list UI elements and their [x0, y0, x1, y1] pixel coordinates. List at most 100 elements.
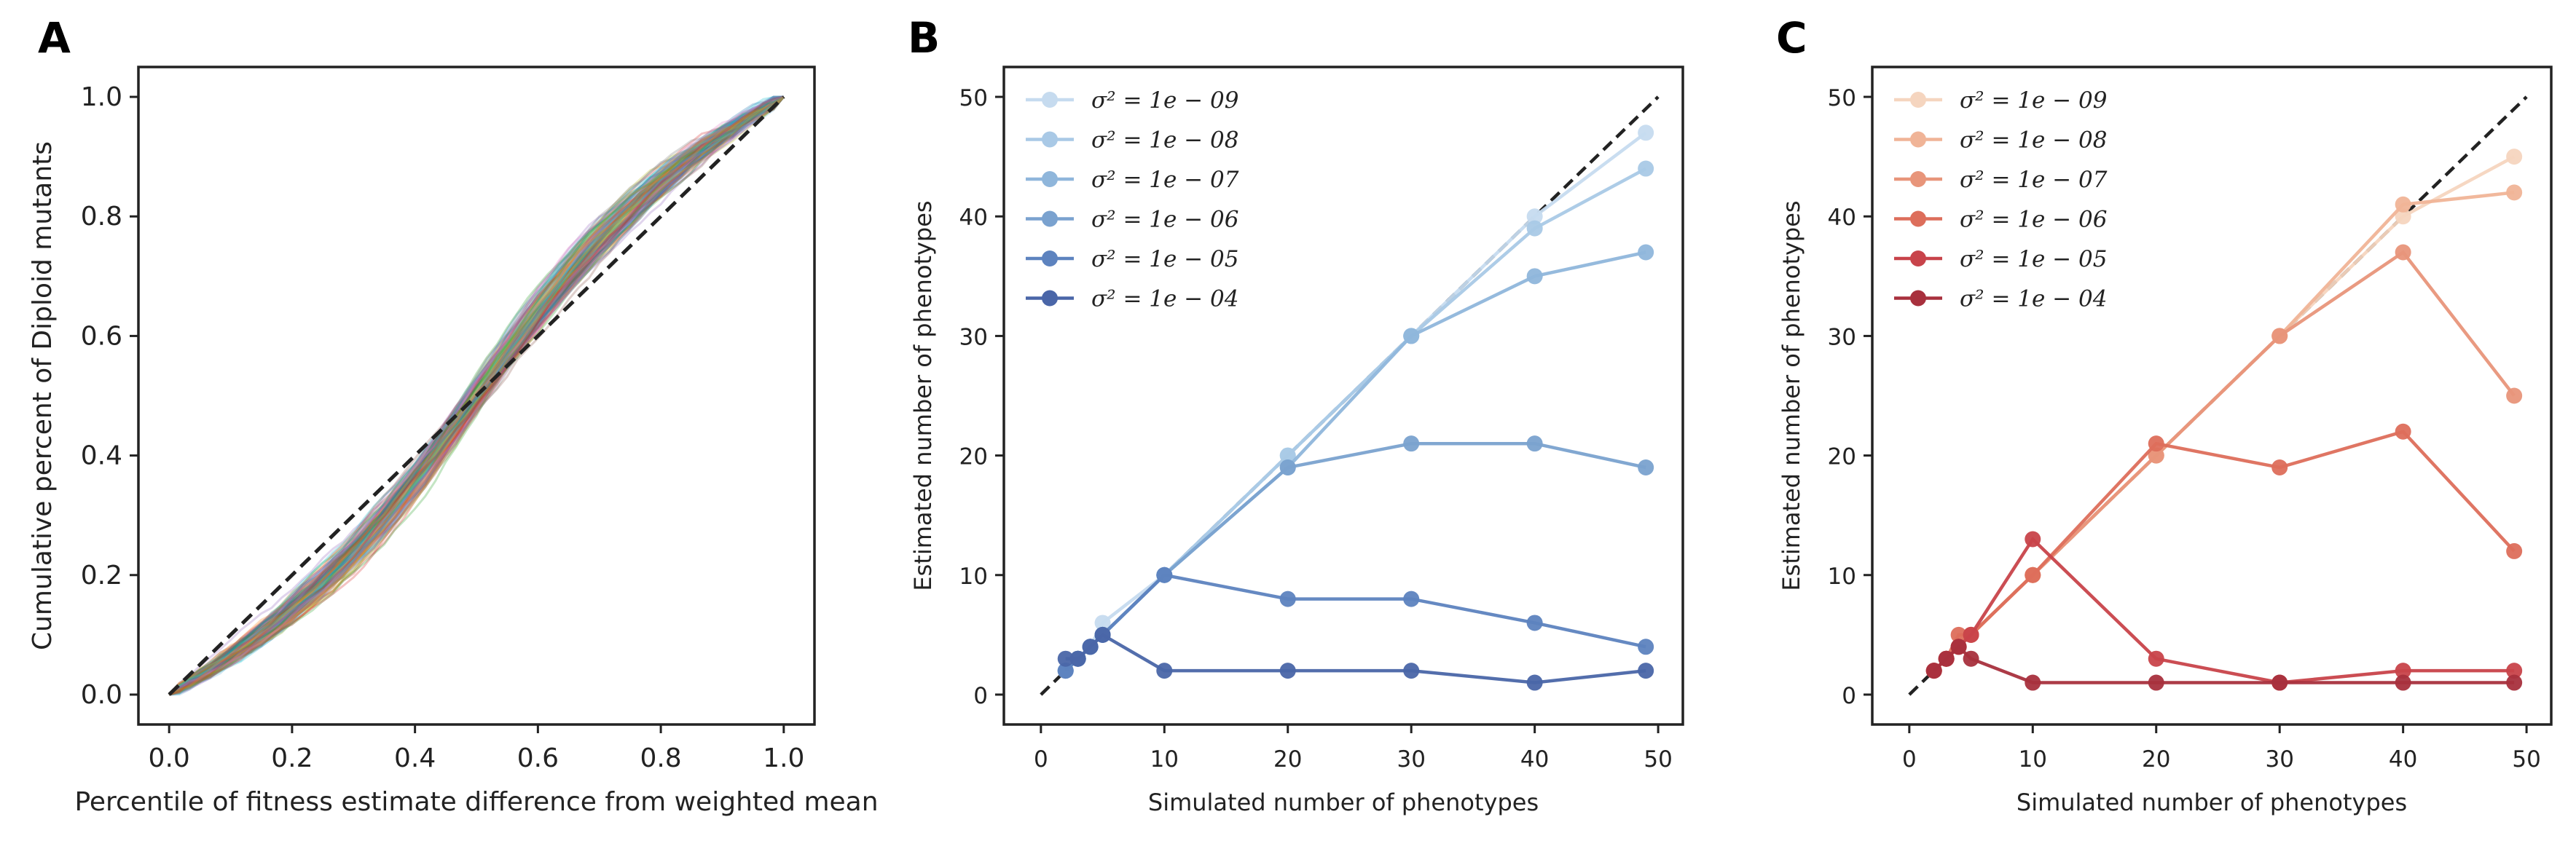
cumulative-curve: [168, 96, 785, 696]
data-point: [2025, 566, 2041, 583]
data-point: [1526, 208, 1543, 225]
data-point: [1638, 125, 1654, 141]
cumulative-curve: [168, 95, 785, 696]
cumulative-curve: [168, 95, 785, 696]
cumulative-curve: [168, 95, 785, 696]
data-point: [1638, 160, 1654, 177]
cumulative-curve: [168, 95, 785, 696]
legend-label: σ² = 1e − 06: [1960, 207, 2107, 233]
legend-label: σ² = 1e − 04: [1091, 286, 1238, 312]
data-point: [1638, 639, 1654, 655]
x-tick-label: 0: [1034, 746, 1048, 773]
cumulative-curve: [168, 95, 785, 696]
data-point: [1638, 459, 1654, 476]
legend-label: σ² = 1e − 05: [1091, 246, 1238, 272]
cumulative-curve: [168, 95, 785, 696]
panel-a-chart: 0.0 0.2 0.4 0.6 0.8 1.0 0.0 0.2 0.4 0.6 0.8 1.0 Perc…: [28, 66, 879, 817]
cumulative-curve: [168, 95, 785, 696]
y-axis-label: Estimated number of phenotypes: [1778, 200, 1805, 591]
cumulative-curve: [168, 95, 785, 696]
cumulative-curve: [168, 95, 785, 696]
data-point: [1963, 626, 1979, 643]
cumulative-curve: [168, 95, 785, 696]
data-point: [2148, 435, 2164, 452]
legend-marker: [1910, 171, 1926, 187]
data-point: [2506, 542, 2523, 559]
cumulative-curve: [168, 95, 785, 696]
x-axis-label: Percentile of fitness estimate differenc…: [74, 787, 878, 817]
data-point: [1094, 626, 1111, 643]
cumulative-curve: [168, 95, 784, 696]
series-line: [1064, 250, 1646, 672]
legend-marker: [1910, 131, 1926, 148]
y-tick-label: 20: [1828, 444, 1856, 470]
series-line: [1933, 155, 2516, 672]
data-point: [2506, 387, 2523, 404]
x-tick-label: 10: [1150, 746, 1179, 773]
cumulative-curve: [168, 95, 785, 696]
legend-marker: [1042, 250, 1058, 266]
x-tick-label: 30: [2265, 746, 2293, 773]
cumulative-curve: [168, 95, 785, 696]
data-point: [2395, 208, 2411, 225]
y-axis-label: Cumulative percent of Diploid mutants: [28, 141, 58, 650]
data-point: [2506, 674, 2523, 691]
data-point: [2148, 650, 2164, 667]
cumulative-curve: [168, 95, 785, 696]
cumulative-curve: [168, 96, 785, 696]
y-tick-label: 0: [1842, 683, 1856, 709]
y-tick-label: 30: [959, 324, 988, 350]
cumulative-curve: [168, 95, 785, 696]
cumulative-curve: [168, 95, 785, 696]
cumulative-curve: [168, 95, 785, 696]
cumulative-curve: [168, 95, 785, 696]
y-tick-label: 20: [959, 444, 988, 470]
cumulative-curve: [168, 95, 785, 696]
legend-label: σ² = 1e − 07: [1960, 167, 2108, 193]
data-point: [2395, 423, 2411, 440]
cumulative-curve: [168, 95, 785, 696]
data-point: [2506, 663, 2523, 679]
series-4: [1925, 423, 2523, 679]
x-tick-label: 0.6: [517, 743, 559, 773]
series-4: [1057, 435, 1654, 679]
cumulative-curve: [168, 95, 785, 696]
y-tick-label: 0.6: [81, 321, 122, 351]
data-point: [2025, 674, 2041, 691]
data-point: [1057, 663, 1074, 679]
cumulative-curve: [168, 95, 785, 696]
cumulative-curve: [168, 95, 785, 696]
cumulative-curve: [168, 95, 785, 696]
cumulative-curve: [168, 95, 785, 696]
cumulative-curve: [169, 95, 785, 696]
x-tick-label: 0.2: [271, 743, 313, 773]
x-tick-label: 50: [1644, 746, 1672, 773]
cumulative-curve: [168, 96, 785, 696]
cumulative-curve: [168, 95, 785, 696]
y-tick-label: 50: [1828, 85, 1856, 111]
series-2: [1057, 160, 1654, 679]
legend: σ² = 1e − 09 σ² = 1e − 08 σ² = 1e − 07 σ² =…: [1026, 87, 1239, 312]
cumulative-curve: [168, 95, 785, 696]
plot-frame: [137, 66, 816, 726]
cumulative-curve: [168, 95, 785, 696]
cumulative-curve: [168, 95, 785, 696]
cumulative-curve: [168, 95, 785, 696]
data-point: [2148, 447, 2164, 464]
data-point: [1082, 639, 1099, 655]
cumulative-curve: [168, 95, 785, 696]
data-point: [1057, 650, 1074, 667]
x-tick-label: 0.4: [394, 743, 436, 773]
cumulative-curve: [168, 95, 785, 696]
cumulative-curve: [168, 95, 785, 696]
y-tick-label: 0.2: [81, 561, 122, 591]
cumulative-curve: [168, 95, 785, 696]
cumulative-curve: [168, 95, 785, 696]
data-point: [2395, 674, 2411, 691]
data-point: [1279, 591, 1296, 607]
x-tick-label: 30: [1397, 746, 1425, 773]
y-tick-label: 0.0: [81, 680, 122, 710]
y-tick-label: 0.4: [81, 441, 122, 471]
cumulative-curve: [168, 95, 785, 696]
cumulative-curve: [168, 95, 785, 696]
